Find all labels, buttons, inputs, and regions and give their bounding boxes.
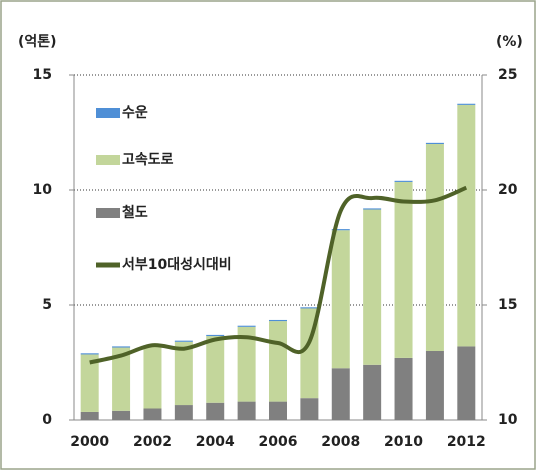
bar-segment — [143, 408, 162, 420]
legend-label: 수운 — [122, 105, 148, 121]
bar-segment — [206, 334, 225, 337]
legend-swatch — [96, 155, 120, 165]
bar-segment — [112, 347, 131, 411]
bar-segment — [394, 181, 413, 358]
bar-segment — [174, 340, 193, 342]
x-tick-label: 2012 — [447, 434, 486, 450]
x-tick-label: 2006 — [259, 434, 298, 450]
x-tick-label: 2010 — [384, 434, 423, 450]
bar-segment — [394, 357, 413, 420]
y2-tick-label: 20 — [498, 182, 518, 198]
bar-segment — [425, 142, 444, 144]
line — [89, 185, 468, 365]
y2-tick-label: 10 — [498, 412, 518, 428]
y-tick-label: 0 — [42, 412, 52, 428]
bar-segment — [143, 346, 162, 409]
bar-segment — [331, 229, 350, 231]
bar-segment — [269, 321, 287, 402]
y-tick-label: 15 — [33, 67, 52, 83]
bar-segment — [112, 410, 131, 420]
bar-segment — [425, 144, 444, 351]
bar-segment — [331, 230, 350, 369]
bar-segment — [300, 307, 319, 309]
legend-label: 철도 — [122, 205, 148, 221]
bar-segment — [206, 336, 225, 403]
bar-segment — [80, 354, 99, 412]
bar-segment — [331, 368, 350, 420]
legend-label: 서부10대성시대비 — [122, 257, 232, 273]
y2-tick-label: 15 — [498, 297, 517, 313]
bar-segment — [237, 401, 256, 420]
bar-segment — [425, 351, 444, 420]
x-tick-label: 2000 — [70, 434, 109, 450]
bar-segment — [174, 405, 193, 420]
bar-segment — [174, 341, 193, 406]
legend-swatch — [96, 108, 120, 118]
legend-swatch — [96, 208, 120, 218]
bar-segment — [269, 401, 287, 420]
bar-segment — [363, 209, 382, 365]
legend-label: 고속도로 — [122, 152, 174, 168]
bar-segment — [457, 346, 476, 420]
bar-segment — [206, 402, 225, 420]
y-tick-label: 5 — [42, 297, 52, 313]
bar-segment — [269, 319, 287, 322]
y2-tick-label: 25 — [498, 67, 517, 83]
bar-segment — [237, 325, 256, 327]
x-tick-label: 2002 — [133, 434, 172, 450]
bar-segment — [237, 326, 256, 402]
y2-axis-label: (%) — [496, 34, 523, 50]
y-axis-label: (억톤) — [18, 34, 57, 50]
x-tick-label: 2004 — [196, 434, 235, 450]
bar-segment — [363, 364, 382, 420]
bar-segment — [80, 411, 99, 420]
bar-segment — [457, 104, 476, 347]
bar-segment — [394, 180, 413, 182]
bar-segment — [80, 353, 99, 355]
bar-segment — [112, 346, 131, 348]
bar-segment — [363, 208, 382, 210]
y-tick-label: 10 — [33, 182, 53, 198]
bar-segment — [457, 103, 476, 105]
bar-segment — [300, 398, 319, 420]
x-tick-label: 2008 — [321, 434, 360, 450]
